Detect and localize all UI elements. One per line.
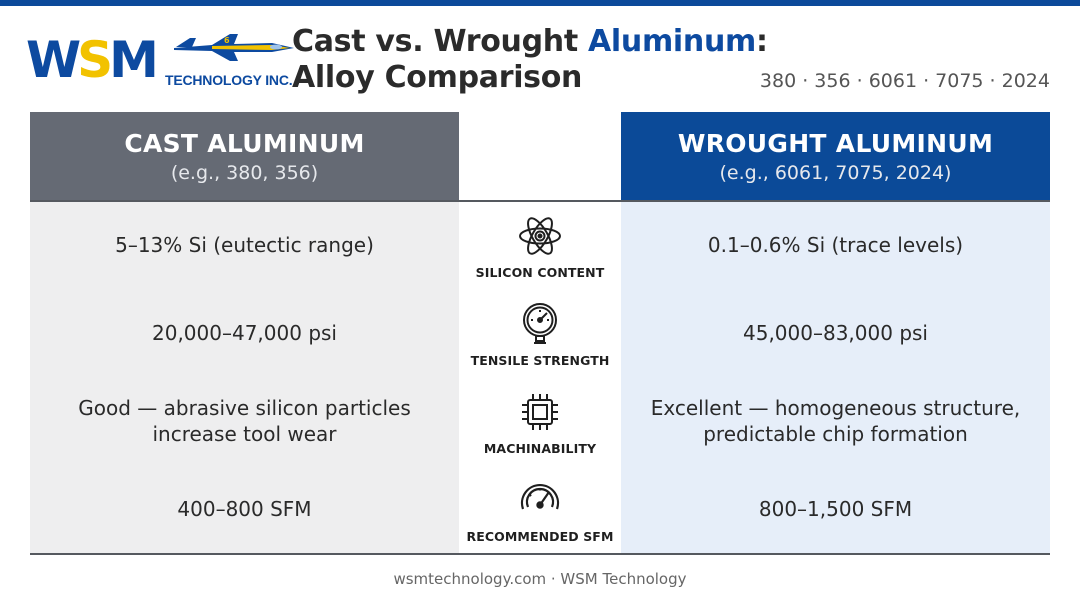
alloy-list: 380 · 356 · 6061 · 7075 · 2024 [759, 70, 1050, 92]
top-accent-stripe [0, 0, 1080, 6]
property-label: TENSILE STRENGTH [470, 353, 610, 368]
cast-header-title: CAST ALUMINUM [124, 128, 365, 158]
jet-icon: 6 [174, 34, 294, 61]
cast-cell: 20,000–47,000 psi [30, 289, 459, 377]
property-cell: TENSILE STRENGTH [459, 289, 621, 377]
title-part2: : [755, 24, 768, 59]
pressure-gauge-icon [523, 303, 557, 344]
speedometer-icon [520, 483, 560, 510]
table-row: 20,000–47,000 psi TENSILE STRENGTH 45,00… [30, 289, 1050, 377]
page-title: Cast vs. Wrought Aluminum: Alloy Compari… [292, 24, 768, 96]
header-divider [30, 200, 1050, 202]
property-cell: MACHINABILITY [459, 377, 621, 465]
table-row: 5–13% Si (eutectic range) SILICON CONTEN… [30, 201, 1050, 289]
property-label: MACHINABILITY [483, 441, 597, 456]
wrought-cell: 800–1,500 SFM [621, 465, 1050, 553]
table-bottom-rule [30, 553, 1050, 555]
middle-header [459, 112, 621, 201]
wrought-header-subtitle: (e.g., 6061, 7075, 2024) [719, 161, 952, 184]
title-accent: Aluminum [588, 24, 756, 59]
logo-subtitle: TECHNOLOGY INC. [165, 72, 293, 88]
wrought-cell: 45,000–83,000 psi [621, 289, 1050, 377]
property-cell: SILICON CONTENT [459, 201, 621, 289]
table-row: Good — abrasive silicon particles increa… [30, 377, 1050, 465]
wrought-header-title: WROUGHT ALUMINUM [677, 128, 994, 158]
title-line2: Alloy Comparison [292, 60, 583, 95]
chip-icon [522, 394, 558, 430]
comparison-table: CAST ALUMINUM (e.g., 380, 356) WROUGHT A… [30, 112, 1050, 556]
cast-cell: 400–800 SFM [30, 465, 459, 553]
wrought-header: WROUGHT ALUMINUM (e.g., 6061, 7075, 2024… [621, 112, 1050, 201]
cast-cell: Good — abrasive silicon particles increa… [30, 377, 459, 465]
logo-wordmark: WSM [26, 31, 159, 89]
wrought-cell: 0.1–0.6% Si (trace levels) [621, 201, 1050, 289]
title-part1: Cast vs. Wrought [292, 24, 588, 59]
svg-text:6: 6 [224, 36, 230, 45]
property-label: RECOMMENDED SFM [466, 529, 614, 544]
cast-cell: 5–13% Si (eutectic range) [30, 201, 459, 289]
footer-text: wsmtechnology.com · WSM Technology [393, 570, 687, 588]
table-row: 400–800 SFM RECOMMENDED SFM 800–1,500 SF… [30, 465, 1050, 553]
company-logo[interactable]: WSM 6 TECHNOLOGY INC. [26, 26, 294, 96]
cast-header: CAST ALUMINUM (e.g., 380, 356) [30, 112, 459, 201]
property-label: SILICON CONTENT [475, 265, 605, 280]
atom-icon [519, 217, 561, 255]
property-cell: RECOMMENDED SFM [459, 465, 621, 553]
wrought-cell: Excellent — homogeneous structure, predi… [621, 377, 1050, 465]
cast-header-subtitle: (e.g., 380, 356) [170, 161, 319, 184]
